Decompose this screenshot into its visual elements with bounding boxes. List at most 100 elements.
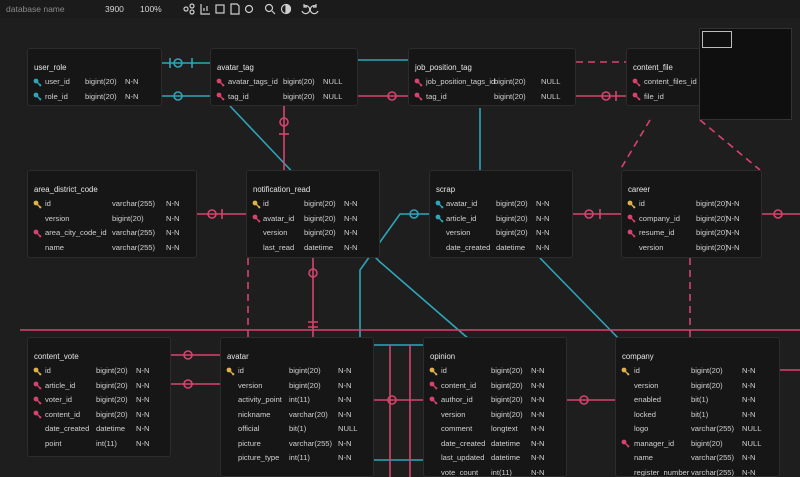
column-nullable: N-N: [338, 366, 352, 375]
column-nullable: N-N: [742, 380, 756, 390]
column-type: datetime: [304, 242, 334, 252]
column-name: version: [639, 242, 664, 252]
icon[interactable]: [215, 4, 225, 14]
table-name: avatar: [227, 352, 249, 361]
column-name: tag_id: [228, 91, 249, 101]
column-nullable: N-N: [338, 380, 352, 390]
icon[interactable]: [230, 3, 240, 15]
key-icon: [435, 214, 444, 223]
column-type: bigint(20): [85, 77, 117, 86]
column-type: datetime: [96, 424, 126, 433]
table-card[interactable]: company id bigint(20) N-N version bigint(20) N…: [615, 337, 780, 477]
column-name: article_id: [45, 380, 76, 390]
column-type: datetime: [491, 438, 521, 448]
column-name: register_number: [634, 467, 690, 477]
column-type: bigint(20): [289, 366, 321, 375]
icon[interactable]: [244, 4, 254, 14]
database-name-input[interactable]: database name: [6, 4, 65, 14]
table-card[interactable]: area_district_code id varchar(255) N-N versi…: [27, 170, 197, 258]
column-type: bigint(20): [494, 77, 526, 86]
teal-links: [162, 58, 621, 461]
key-icon: [33, 410, 42, 419]
column-name: enabled: [634, 395, 662, 404]
column-type: bigint(20): [304, 213, 336, 223]
column-name: version: [634, 380, 659, 390]
column-name: content_id: [45, 409, 81, 419]
column-name: avatar_id: [263, 213, 295, 223]
pink-links: [20, 61, 800, 477]
column-nullable: N-N: [136, 438, 150, 448]
column-nullable: NULL: [742, 438, 762, 448]
column-name: picture: [238, 438, 261, 448]
column-name: company_id: [639, 213, 680, 223]
column-name: version: [263, 228, 288, 237]
table-card[interactable]: opinion id bigint(20) N-N content_id bigint(2…: [423, 337, 567, 477]
column-nullable: N-N: [136, 380, 150, 390]
table-name: avatar_tag: [217, 63, 254, 72]
column-name: manager_id: [634, 438, 675, 448]
icon[interactable]: [183, 3, 195, 15]
icon[interactable]: [301, 4, 311, 15]
icon[interactable]: [309, 4, 319, 15]
table-card[interactable]: job_position_tag job_position_tags_id bigi…: [408, 48, 576, 106]
column-nullable: N-N: [742, 366, 756, 375]
column-type: bigint(20): [96, 409, 128, 419]
column-type: varchar(255): [112, 242, 156, 252]
column-nullable: N-N: [136, 409, 150, 419]
column-type: bigint(20): [283, 91, 315, 101]
column-nullable: N-N: [531, 380, 545, 390]
column-nullable: NULL: [323, 77, 343, 86]
minimap[interactable]: [699, 28, 792, 120]
column-type: bigint(20): [696, 242, 728, 252]
key-icon: [252, 200, 261, 208]
toolbar-icons: [183, 3, 319, 15]
table-card[interactable]: user_role user_id bigint(20) N-N role_id bigi…: [27, 48, 162, 106]
column-type: bigint(20): [491, 409, 523, 419]
column-nullable: N-N: [531, 438, 545, 448]
zoom-level[interactable]: 100%: [140, 4, 162, 14]
table-card[interactable]: content_vote id bigint(20) N-N article_id big…: [27, 337, 171, 457]
icon[interactable]: [280, 3, 292, 15]
column-type: bit(1): [691, 395, 709, 404]
table-card[interactable]: avatar_tag avatar_tags_id bigint(20) NULL ta…: [210, 48, 358, 106]
column-name: nickname: [238, 409, 271, 419]
column-nullable: NULL: [541, 77, 561, 86]
column-name: point: [45, 438, 62, 448]
table-card[interactable]: notification_read id bigint(20) N-N avatar_i…: [246, 170, 380, 258]
table-card[interactable]: scrap avatar_id bigint(20) N-N article_id big…: [429, 170, 573, 258]
icon[interactable]: [200, 4, 210, 15]
table-card[interactable]: career id bigint(20) N-N company_id bigint(20…: [621, 170, 762, 258]
column-type: bigint(20): [491, 380, 523, 390]
column-name: resume_id: [639, 228, 675, 237]
column-nullable: N-N: [531, 409, 545, 419]
column-type: int(11): [96, 438, 117, 448]
column-name: logo: [634, 424, 649, 433]
column-name: name: [634, 453, 653, 462]
column-nullable: N-N: [531, 366, 545, 375]
table-name: notification_read: [253, 185, 311, 194]
column-nullable: N-N: [726, 213, 740, 223]
column-type: bigint(20): [691, 438, 723, 448]
column-type: bigint(20): [691, 366, 723, 375]
column-type: varchar(255): [112, 199, 156, 208]
column-nullable: N-N: [531, 453, 545, 462]
key-icon: [33, 381, 42, 390]
column-nullable: N-N: [338, 395, 352, 404]
column-nullable: N-N: [125, 77, 139, 86]
table-card[interactable]: avatar id bigint(20) N-N version bigint(20) N-…: [220, 337, 374, 477]
column-nullable: N-N: [338, 409, 352, 419]
key-icon: [632, 92, 641, 101]
key-icon: [216, 92, 225, 101]
column-name: vote_count: [441, 467, 479, 477]
column-nullable: N-N: [166, 213, 180, 223]
icon[interactable]: [264, 3, 276, 15]
key-icon: [33, 229, 42, 237]
table-name: content_vote: [34, 352, 79, 361]
column-nullable: N-N: [536, 213, 550, 223]
column-name: id: [238, 366, 244, 375]
column-name: activity_point: [238, 395, 282, 404]
table-name: company: [622, 352, 654, 361]
column-nullable: N-N: [344, 199, 358, 208]
column-type: varchar(255): [691, 424, 735, 433]
